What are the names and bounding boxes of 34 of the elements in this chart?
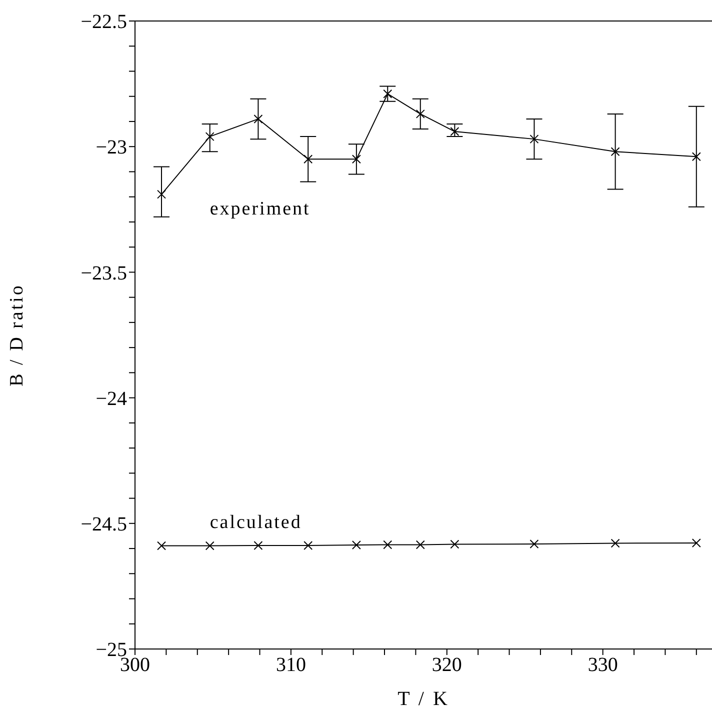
- y-axis-title: B / D ratio: [6, 284, 28, 386]
- point: [692, 538, 701, 548]
- y-tick-label: −24: [96, 388, 127, 410]
- x-tick-label: 330: [588, 654, 618, 676]
- point: [383, 89, 392, 98]
- y-tick-label: −22.5: [80, 11, 127, 34]
- point: [352, 154, 361, 164]
- y-tick-label: −24.5: [80, 514, 127, 536]
- point: [610, 538, 620, 548]
- series-label: calculated: [210, 512, 302, 533]
- point: [157, 541, 166, 550]
- point: [304, 154, 313, 164]
- point: [610, 147, 620, 156]
- x-axis-title: T / K: [398, 688, 450, 710]
- point: [450, 127, 460, 136]
- point: [205, 541, 214, 550]
- y-tick-label: −23: [96, 136, 127, 159]
- point: [416, 540, 425, 550]
- x-tick-label: 320: [432, 654, 462, 676]
- point: [304, 541, 313, 550]
- point: [157, 190, 166, 199]
- point: [416, 109, 425, 118]
- point: [383, 540, 392, 550]
- point: [352, 540, 361, 550]
- x-tick-label: 310: [276, 654, 306, 676]
- series-label: experiment: [210, 198, 310, 220]
- point: [254, 114, 263, 124]
- point: [692, 152, 701, 162]
- y-tick-label: −23.5: [80, 262, 127, 284]
- point: [450, 540, 460, 549]
- point: [530, 134, 539, 144]
- point: [530, 540, 539, 548]
- point: [205, 132, 214, 142]
- point: [254, 541, 263, 550]
